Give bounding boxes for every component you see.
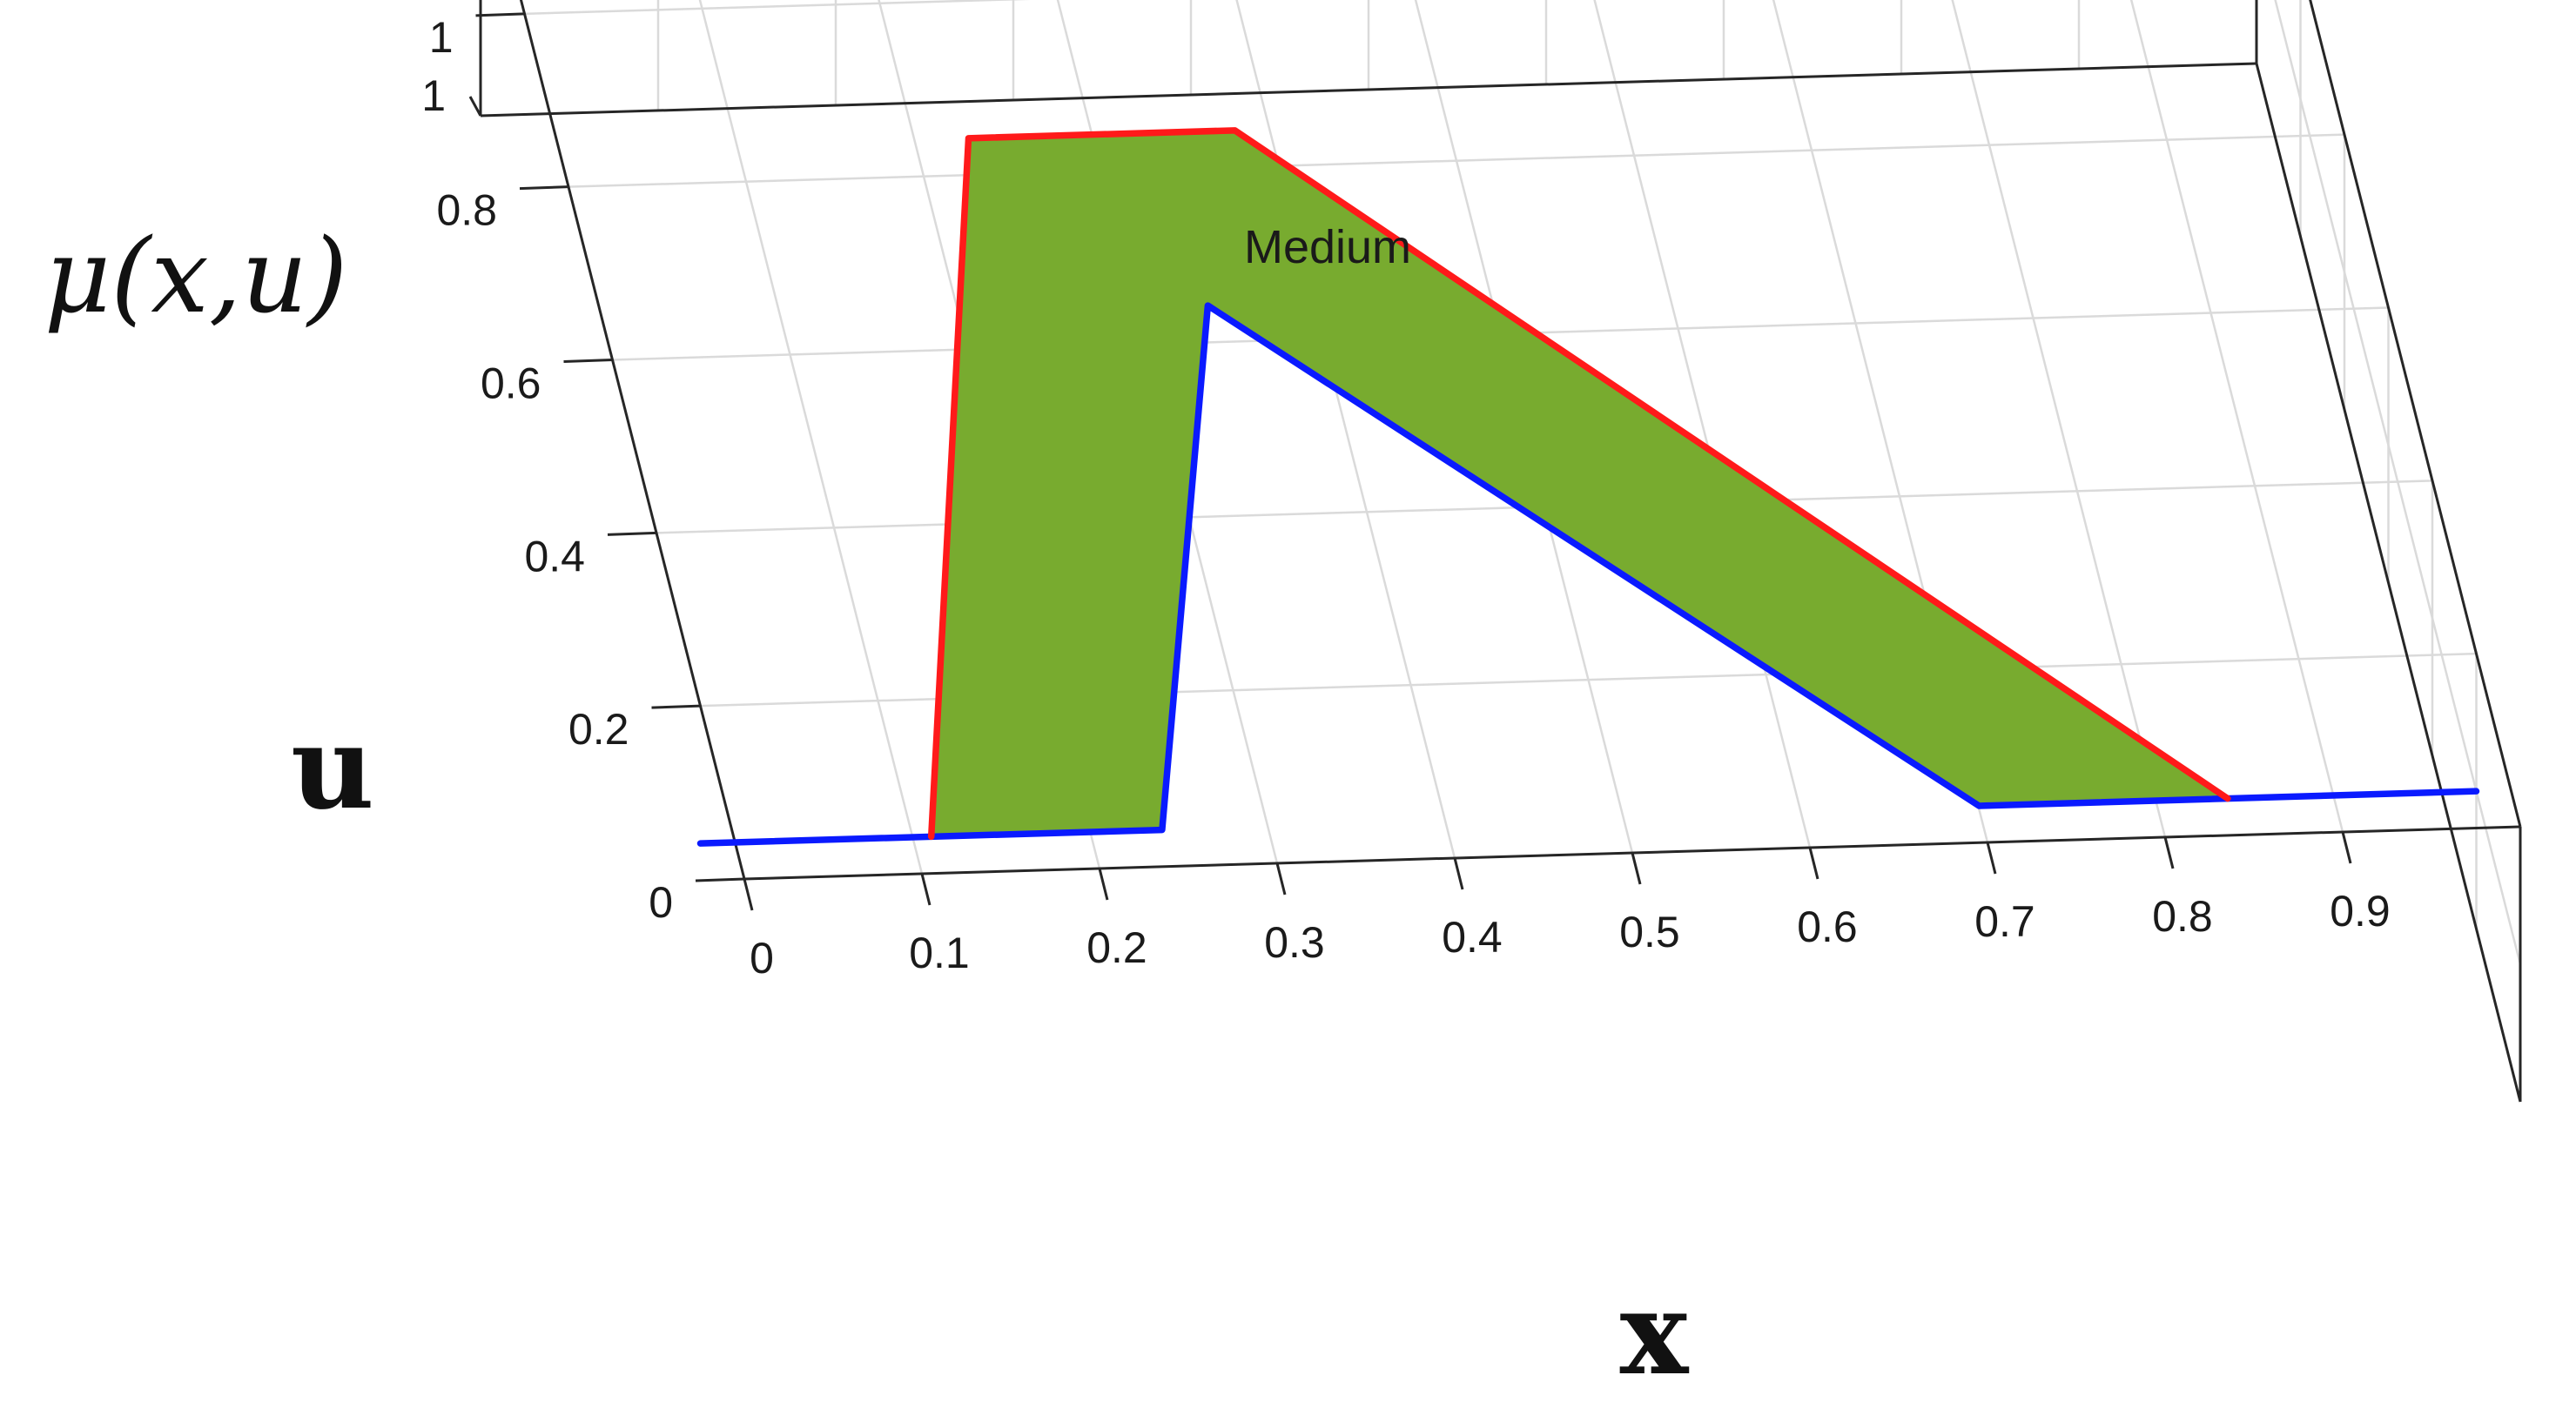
x-tick-mark	[1453, 857, 1464, 890]
x-tick-label: 0.7	[1974, 897, 2035, 946]
x-tick-label: 0.2	[1086, 923, 1147, 972]
u-tick-mark	[695, 877, 745, 882]
x-tick-mark	[1986, 842, 1997, 875]
u-tick-label: 0	[649, 878, 673, 927]
u-tick-label: 1	[429, 13, 454, 62]
x-tick-mark	[1631, 852, 1642, 885]
z-tick-label: 1	[421, 71, 446, 120]
x-tick-label: 0.9	[2330, 887, 2391, 936]
fou-area	[931, 130, 2228, 837]
x-tick-label: 0.8	[2152, 892, 2213, 941]
membership-lines	[696, 127, 2480, 847]
u-tick-mark	[651, 704, 701, 709]
x-tick-mark	[2341, 831, 2352, 864]
x-tick-label: 0.5	[1619, 908, 1680, 956]
x-tick-label: 0.3	[1264, 918, 1325, 967]
u-axis-label: u	[291, 701, 374, 835]
u-tick-label: 0.2	[568, 705, 629, 754]
u-tick-mark	[607, 531, 657, 536]
u-tick-mark	[563, 359, 613, 363]
box-edge	[480, 62, 2257, 117]
floor-gridline-u	[524, 0, 1031, 16]
floor-gridline-x	[698, 0, 924, 875]
x-tick-mark	[743, 878, 754, 911]
x-axis-label: x	[1620, 1266, 1690, 1401]
footprint-of-uncertainty	[931, 130, 2228, 837]
z-tick-mark	[468, 96, 482, 117]
x-tick-mark	[1808, 847, 1819, 880]
x-tick-mark	[1098, 868, 1109, 901]
x-tick-label: 0.6	[1797, 902, 1858, 951]
u-tick-label: 0.8	[436, 186, 497, 235]
upper-membership-line	[927, 127, 2231, 841]
lower-membership-line	[696, 302, 2480, 847]
u-tick-label: 0.6	[481, 359, 541, 408]
x-tick-mark	[920, 873, 932, 906]
tick-marks	[468, 12, 2352, 911]
x-tick-mark	[1275, 862, 1287, 896]
box-edge	[2255, 63, 2522, 1103]
chart-title: Medium	[1244, 221, 1411, 273]
floor-gridline-x	[2129, 0, 2344, 833]
u-tick-label: 0.4	[524, 532, 585, 580]
tick-labels: 0 0.1 0.2 0.3 0.4 0.5 0.6 0.7 0.8 0.9 0 0.2 0.4 0.6 0.…	[421, 13, 2391, 983]
x-tick-label: 0.4	[1442, 913, 1503, 962]
box-edge	[2309, 0, 2522, 828]
z-axis-label: μ(x,u)	[44, 216, 348, 336]
x-tick-mark	[2163, 836, 2175, 869]
u-tick-mark	[519, 185, 569, 191]
x-tick-label: 0	[750, 934, 774, 983]
u-tick-mark	[475, 12, 525, 17]
x-tick-label: 0.1	[909, 929, 970, 977]
floor-gridline-u	[568, 133, 2345, 188]
